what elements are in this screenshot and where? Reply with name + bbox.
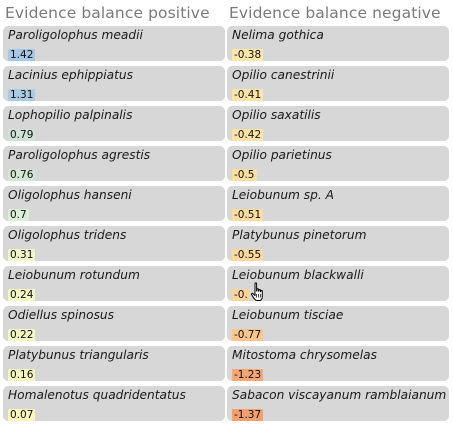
evidence-value-badge: 1.42 — [8, 49, 36, 61]
negative-list: Nelima gothica -0.38 Opilio canestrinii -0.… — [227, 26, 449, 421]
evidence-value-badge: -0. — [232, 289, 250, 301]
species-name: Paroligolophus meadii — [8, 28, 143, 42]
species-name: Lacinius ephippiatus — [8, 68, 133, 82]
species-name: Odiellus spinosus — [8, 308, 115, 322]
species-card[interactable]: Platybunus triangularis 0.16 — [3, 346, 225, 381]
positive-list: Paroligolophus meadii 1.42 Lacinius ephipp… — [3, 26, 225, 421]
species-card[interactable]: Mitostoma chrysomelas -1.23 — [227, 346, 449, 381]
species-card[interactable]: Odiellus spinosus 0.22 — [3, 306, 225, 341]
evidence-value-badge: -0.5 — [232, 169, 257, 181]
species-card[interactable]: Opilio saxatilis -0.42 — [227, 106, 449, 141]
species-card[interactable]: Leiobunum tisciae -0.77 — [227, 306, 449, 341]
evidence-value-badge: -0.77 — [232, 329, 264, 341]
species-name: Opilio saxatilis — [232, 108, 321, 122]
evidence-value-badge: -0.51 — [232, 209, 264, 221]
evidence-value-badge: -0.55 — [232, 249, 264, 261]
species-card[interactable]: Opilio parietinus -0.5 — [227, 146, 449, 181]
negative-heading: Evidence balance negative — [229, 4, 441, 22]
species-card[interactable]: Leiobunum sp. A -0.51 — [227, 186, 449, 221]
evidence-value-badge: -0.42 — [232, 129, 264, 141]
evidence-value-badge: 0.31 — [8, 249, 36, 261]
species-card[interactable]: Oligolophus tridens 0.31 — [3, 226, 225, 261]
species-card[interactable]: Paroligolophus agrestis 0.76 — [3, 146, 225, 181]
species-card[interactable]: Opilio canestrinii -0.41 — [227, 66, 449, 101]
species-card[interactable]: Homalenotus quadridentatus 0.07 — [3, 386, 225, 421]
species-card[interactable]: Sabacon viscayanum ramblaianum -1.37 — [227, 386, 449, 421]
evidence-value-badge: 0.24 — [8, 289, 36, 301]
species-card[interactable]: Platybunus pinetorum -0.55 — [227, 226, 449, 261]
species-name: Nelima gothica — [232, 28, 324, 42]
species-name: Leiobunum rotundum — [8, 268, 140, 282]
species-card[interactable]: Leiobunum blackwalli -0. — [227, 266, 449, 301]
evidence-value-badge: 0.7 — [8, 209, 29, 221]
species-card[interactable]: Lophopilio palpinalis 0.79 — [3, 106, 225, 141]
species-name: Platybunus pinetorum — [232, 228, 367, 242]
species-card[interactable]: Lacinius ephippiatus 1.31 — [3, 66, 225, 101]
species-name: Sabacon viscayanum ramblaianum — [232, 388, 447, 402]
evidence-value-badge: -0.41 — [232, 89, 264, 101]
evidence-value-badge: 0.07 — [8, 409, 36, 421]
species-card[interactable]: Nelima gothica -0.38 — [227, 26, 449, 61]
species-card[interactable]: Leiobunum rotundum 0.24 — [3, 266, 225, 301]
evidence-value-badge: -0.38 — [232, 49, 264, 61]
species-name: Leiobunum blackwalli — [232, 268, 364, 282]
species-name: Leiobunum sp. A — [232, 188, 334, 202]
evidence-value-badge: 0.79 — [8, 129, 36, 141]
species-name: Oligolophus hanseni — [8, 188, 132, 202]
positive-heading: Evidence balance positive — [5, 4, 210, 22]
evidence-value-badge: -1.37 — [232, 409, 264, 421]
species-name: Platybunus triangularis — [8, 348, 149, 362]
evidence-value-badge: 0.22 — [8, 329, 36, 341]
evidence-value-badge: 0.16 — [8, 369, 36, 381]
species-name: Lophopilio palpinalis — [8, 108, 133, 122]
species-card[interactable]: Paroligolophus meadii 1.42 — [3, 26, 225, 61]
species-name: Oligolophus tridens — [8, 228, 127, 242]
species-name: Paroligolophus agrestis — [8, 148, 151, 162]
evidence-value-badge: 0.76 — [8, 169, 36, 181]
evidence-value-badge: -1.23 — [232, 369, 264, 381]
species-name: Mitostoma chrysomelas — [232, 348, 377, 362]
species-name: Opilio canestrinii — [232, 68, 335, 82]
evidence-value-badge: 1.31 — [8, 89, 36, 101]
positive-column: Evidence balance positive Paroligolophus… — [3, 0, 225, 426]
species-name: Homalenotus quadridentatus — [8, 388, 186, 402]
species-name: Opilio parietinus — [232, 148, 332, 162]
species-name: Leiobunum tisciae — [232, 308, 344, 322]
species-card[interactable]: Oligolophus hanseni 0.7 — [3, 186, 225, 221]
negative-column: Evidence balance negative Nelima gothica… — [227, 0, 449, 426]
